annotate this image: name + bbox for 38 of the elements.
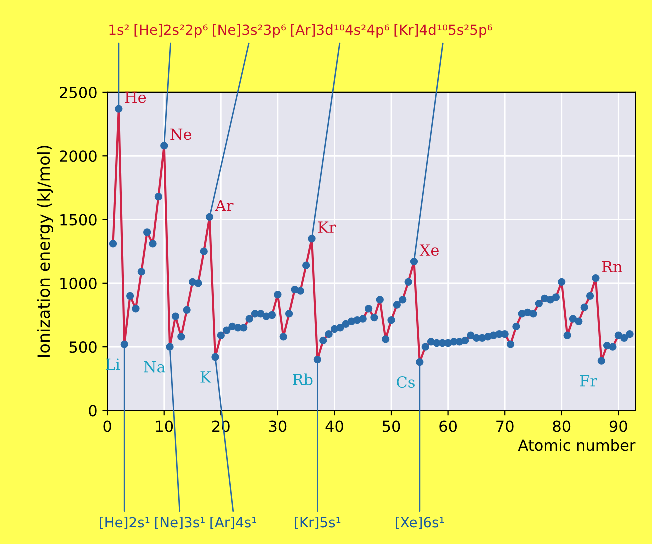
x-axis-title: Atomic number (518, 439, 636, 452)
x-tick-label: 70 (496, 420, 514, 432)
annotation: [Xe]6s¹ (396, 516, 444, 530)
annotation: [Kr]4d¹⁰5s²5p⁶ (394, 24, 492, 38)
annotation: Na (144, 361, 166, 373)
x-tick-label: 60 (440, 420, 458, 432)
x-tick-label: 0 (104, 420, 112, 432)
x-tick-label: 10 (156, 420, 174, 432)
y-axis-title: Ionization energy (kJ/mol) (37, 146, 54, 358)
y-tick-label: 1000 (60, 278, 97, 290)
annotation: Cs (397, 376, 415, 388)
x-tick-label: 50 (382, 420, 400, 432)
annotation: Ar (215, 200, 234, 212)
x-tick-label: 80 (553, 420, 571, 432)
y-tick-label: 1500 (60, 214, 97, 226)
annotation: Rb (293, 374, 313, 386)
annotation: [He]2s¹ (100, 516, 150, 530)
x-tick-label: 30 (269, 420, 287, 432)
annotation: [Ar]4s¹ (210, 516, 256, 530)
annotation: Rn (602, 261, 622, 272)
annotation: [He]2s²2p⁶ (134, 24, 208, 38)
annotation: Ne (170, 128, 192, 140)
annotation: He (125, 92, 146, 104)
annotation: [Kr]5s¹ (295, 516, 341, 530)
y-tick-label: 2500 (60, 86, 97, 98)
y-tick-label: 500 (70, 342, 97, 354)
x-tick-label: 90 (610, 420, 628, 432)
annotation: 1s² (110, 24, 129, 36)
y-tick-label: 0 (89, 405, 97, 417)
y-tick-label: 2000 (60, 150, 97, 162)
annotation: [Ar]3d¹⁰4s²4p⁶ (291, 24, 390, 38)
annotation: Fr (580, 375, 598, 387)
annotation: K (200, 372, 212, 383)
annotation: Kr (318, 222, 336, 233)
x-tick-label: 40 (326, 420, 344, 432)
annotation: Xe (420, 244, 439, 256)
annotation: [Ne]3s²3p⁶ (213, 24, 286, 38)
annotation: [Ne]3s¹ (155, 516, 205, 530)
